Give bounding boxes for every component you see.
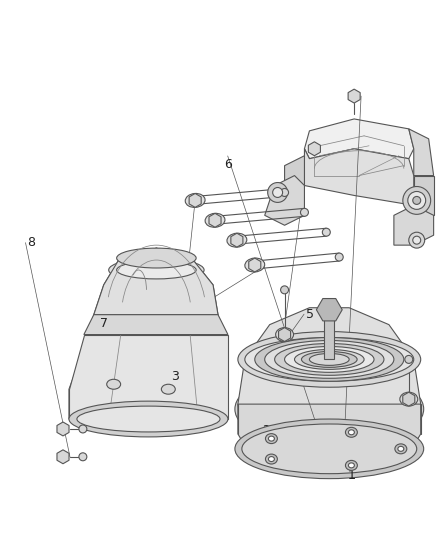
Polygon shape — [403, 392, 415, 406]
Ellipse shape — [408, 191, 426, 209]
Ellipse shape — [413, 236, 421, 244]
Ellipse shape — [79, 425, 87, 433]
Text: 1: 1 — [347, 469, 355, 482]
Text: 5: 5 — [306, 308, 314, 321]
Polygon shape — [238, 308, 421, 424]
Polygon shape — [414, 175, 434, 215]
Polygon shape — [209, 213, 221, 227]
Ellipse shape — [346, 427, 357, 437]
Ellipse shape — [265, 454, 277, 464]
Polygon shape — [84, 314, 228, 335]
Polygon shape — [57, 422, 69, 436]
Polygon shape — [348, 89, 360, 103]
Polygon shape — [69, 248, 228, 419]
Ellipse shape — [79, 453, 87, 461]
Ellipse shape — [109, 258, 204, 282]
Polygon shape — [304, 119, 414, 159]
Polygon shape — [409, 129, 434, 175]
Ellipse shape — [238, 332, 421, 387]
Text: 6: 6 — [224, 158, 232, 171]
Ellipse shape — [268, 436, 274, 441]
Ellipse shape — [268, 182, 288, 203]
Polygon shape — [189, 193, 201, 207]
Ellipse shape — [335, 253, 343, 261]
Ellipse shape — [322, 228, 330, 236]
Ellipse shape — [255, 337, 404, 381]
Ellipse shape — [300, 208, 308, 216]
Text: 1: 1 — [347, 469, 355, 482]
Ellipse shape — [405, 356, 413, 364]
Ellipse shape — [285, 346, 374, 373]
Ellipse shape — [242, 374, 417, 444]
Polygon shape — [316, 298, 342, 321]
Ellipse shape — [117, 261, 196, 279]
Ellipse shape — [395, 444, 407, 454]
Text: 2: 2 — [262, 424, 270, 437]
Polygon shape — [304, 149, 414, 205]
Ellipse shape — [273, 188, 283, 197]
Ellipse shape — [276, 328, 293, 342]
Ellipse shape — [409, 232, 425, 248]
Polygon shape — [231, 233, 243, 247]
Ellipse shape — [245, 337, 414, 381]
Ellipse shape — [265, 434, 277, 443]
Ellipse shape — [235, 419, 424, 479]
Ellipse shape — [348, 430, 354, 435]
Polygon shape — [94, 248, 218, 314]
Text: 8: 8 — [28, 236, 35, 249]
Ellipse shape — [398, 446, 404, 451]
Text: 4: 4 — [201, 300, 209, 313]
Text: 7: 7 — [100, 317, 108, 330]
Ellipse shape — [117, 248, 196, 268]
Polygon shape — [69, 335, 228, 419]
Ellipse shape — [309, 353, 349, 365]
Ellipse shape — [185, 193, 205, 207]
Polygon shape — [279, 328, 290, 342]
Polygon shape — [249, 258, 261, 272]
Ellipse shape — [346, 461, 357, 470]
Ellipse shape — [294, 350, 364, 369]
Ellipse shape — [275, 343, 384, 375]
Polygon shape — [104, 260, 208, 329]
Ellipse shape — [235, 369, 424, 449]
Ellipse shape — [281, 189, 289, 197]
Ellipse shape — [301, 351, 357, 367]
Polygon shape — [238, 404, 421, 464]
Ellipse shape — [281, 286, 289, 294]
Polygon shape — [324, 310, 334, 359]
Polygon shape — [285, 156, 304, 196]
Ellipse shape — [413, 197, 421, 204]
Ellipse shape — [77, 406, 220, 432]
Ellipse shape — [403, 187, 431, 214]
Ellipse shape — [205, 213, 225, 227]
Polygon shape — [265, 175, 304, 225]
Polygon shape — [394, 205, 434, 245]
Text: 3: 3 — [172, 370, 180, 383]
Polygon shape — [57, 450, 69, 464]
Ellipse shape — [268, 457, 274, 462]
Ellipse shape — [400, 392, 418, 406]
Ellipse shape — [69, 401, 228, 437]
Ellipse shape — [161, 384, 175, 394]
Ellipse shape — [242, 424, 417, 474]
Ellipse shape — [245, 258, 265, 272]
Ellipse shape — [265, 341, 394, 378]
Ellipse shape — [348, 463, 354, 468]
Polygon shape — [308, 142, 321, 156]
Ellipse shape — [107, 379, 120, 389]
Ellipse shape — [227, 233, 247, 247]
